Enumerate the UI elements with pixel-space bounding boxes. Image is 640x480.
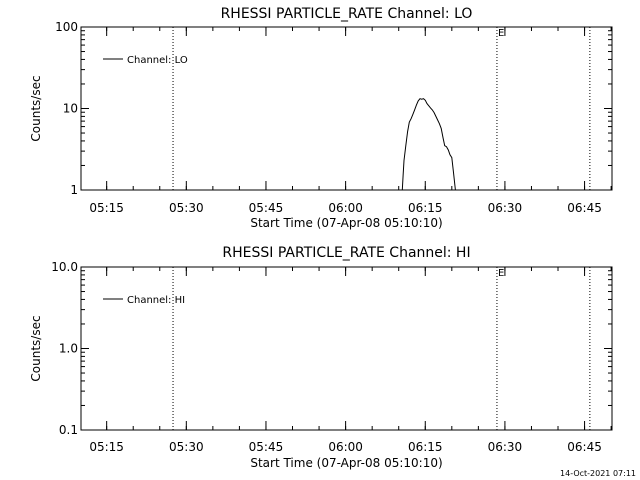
legend-label: Channel: HI [127,295,185,306]
y-tick-label: 0.1 [59,423,78,437]
x-tick-label: 06:45 [567,440,602,454]
x-tick-label: 06:30 [488,440,523,454]
y-tick-label: 1 [70,183,78,197]
x-tick-label: 06:15 [408,201,443,215]
x-axis-title: Start Time (07-Apr-08 05:10:10) [250,216,442,230]
x-tick-label: 06:00 [328,201,363,215]
x-tick-label: 05:15 [89,201,124,215]
chart-title: RHESSI PARTICLE_RATE Channel: LO [221,6,473,22]
chart-title: RHESSI PARTICLE_RATE Channel: HI [222,245,470,261]
legend-label: Channel: LO [127,55,188,66]
x-tick-label: 06:00 [328,440,363,454]
timestamp-label: 14-Oct-2021 07:11 [560,469,636,478]
series-line-0 [401,98,456,191]
x-tick-label: 06:45 [567,201,602,215]
x-tick-label: 05:45 [249,201,284,215]
y-tick-label: 1.0 [59,342,78,356]
plot-frame [80,26,613,191]
y-axis-title: Counts/sec [29,75,43,141]
annotation-label: E [498,268,504,279]
x-tick-label: 05:45 [249,440,284,454]
x-tick-label: 05:15 [89,440,124,454]
x-tick-label: 06:30 [488,201,523,215]
plot-frame [80,266,613,431]
annotation-label: E [498,28,504,39]
x-tick-label: 05:30 [169,440,204,454]
x-tick-label: 05:30 [169,201,204,215]
x-axis-title: Start Time (07-Apr-08 05:10:10) [250,456,442,470]
y-axis-title: Counts/sec [29,315,43,381]
y-tick-label: 100 [55,20,78,34]
chart-panel-0: RHESSI PARTICLE_RATE Channel: LO 1 10 100 05… [29,6,613,230]
x-tick-label: 06:15 [408,440,443,454]
chart-panel-1: RHESSI PARTICLE_RATE Channel: HI 0.1 1.0 10… [29,245,613,470]
y-tick-label: 10 [63,102,78,116]
y-tick-label: 10.0 [51,260,78,274]
